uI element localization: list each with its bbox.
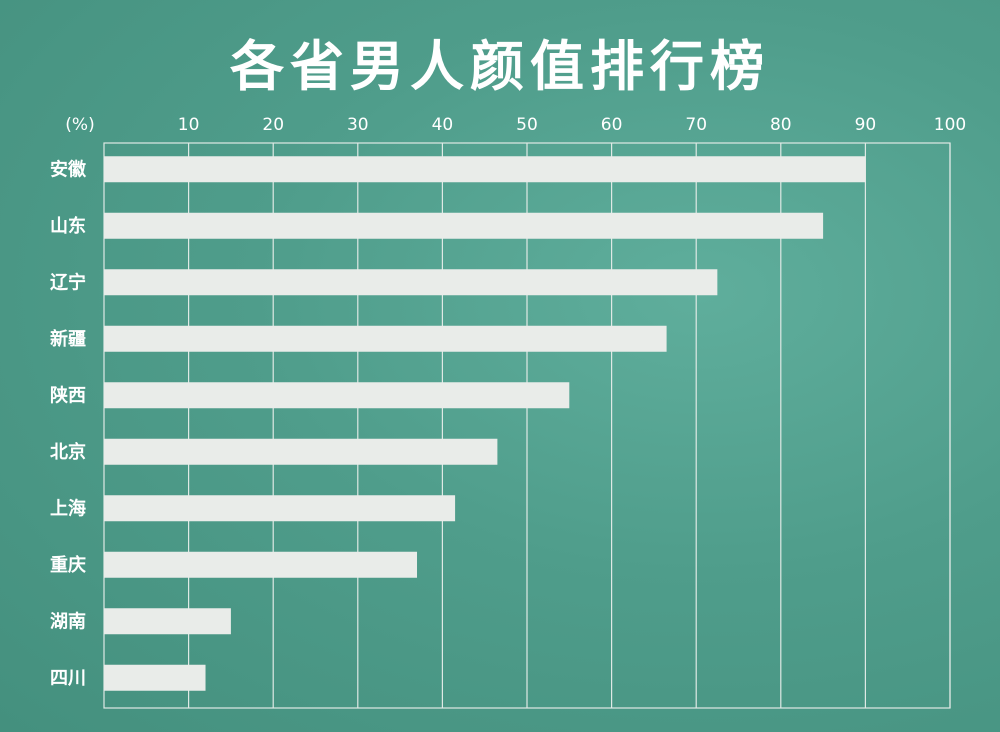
x-tick-label-30: 30 [347, 115, 369, 135]
category-label-湖南: 湖南 [50, 610, 86, 632]
bar-上海 [104, 495, 456, 522]
category-label-四川: 四川 [50, 668, 86, 689]
bar-辽宁 [104, 269, 718, 296]
x-tick-label-20: 20 [262, 115, 284, 135]
category-label-陕西: 陕西 [50, 384, 86, 406]
bar-陕西 [104, 382, 570, 409]
bar-湖南 [104, 608, 231, 635]
bar-重庆 [104, 551, 418, 578]
category-label-新疆: 新疆 [50, 328, 86, 350]
bar-四川 [104, 664, 206, 691]
category-label-安徽: 安徽 [50, 158, 87, 180]
x-tick-label-100: 100 [934, 115, 966, 135]
x-tick-label-90: 90 [855, 115, 877, 135]
bar-北京 [104, 438, 498, 465]
x-tick-label-80: 80 [770, 115, 792, 135]
unit-label: (%) [65, 115, 94, 135]
category-label-辽宁: 辽宁 [50, 271, 86, 293]
x-tick-label-50: 50 [516, 115, 538, 135]
chart-title: 各省男人颜值排行榜 [230, 35, 770, 98]
category-label-北京: 北京 [50, 441, 86, 463]
x-tick-label-70: 70 [685, 115, 707, 135]
bar-安徽 [104, 156, 866, 183]
bar-山东 [104, 212, 824, 239]
category-label-山东: 山东 [50, 215, 86, 237]
x-tick-label-10: 10 [178, 115, 200, 135]
category-label-重庆: 重庆 [50, 554, 86, 576]
x-tick-label-60: 60 [601, 115, 623, 135]
category-label-上海: 上海 [50, 497, 86, 519]
x-tick-label-40: 40 [432, 115, 454, 135]
bar-新疆 [104, 325, 667, 352]
